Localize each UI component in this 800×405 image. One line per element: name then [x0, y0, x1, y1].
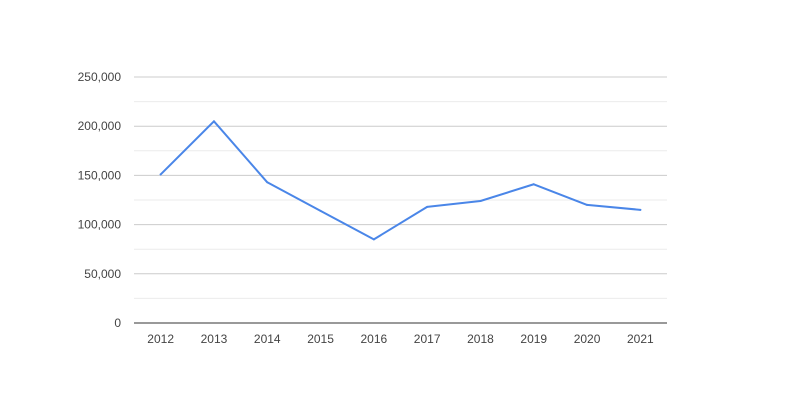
x-tick-label: 2015 [307, 332, 334, 346]
data-point [479, 199, 482, 202]
series-line [159, 120, 642, 241]
series-layer [159, 120, 642, 241]
data-point [426, 205, 429, 208]
x-tick-label: 2016 [360, 332, 387, 346]
x-tick-label: 2021 [627, 332, 654, 346]
y-tick-label: 150,000 [78, 168, 122, 182]
data-point [159, 173, 162, 176]
y-tick-label: 50,000 [84, 267, 121, 281]
x-tick-label: 2012 [147, 332, 174, 346]
x-tick-label: 2017 [414, 332, 441, 346]
x-tick-label: 2020 [574, 332, 601, 346]
x-tick-label: 2013 [201, 332, 228, 346]
x-tick-label: 2014 [254, 332, 281, 346]
y-tick-label: 200,000 [78, 119, 122, 133]
grid-layer [134, 76, 667, 299]
data-point [372, 238, 375, 241]
data-point [266, 181, 269, 184]
axis-layer: 0 50,000 100,000 150,000 200,000 250,000 2012 2… [78, 70, 667, 346]
x-tick-label: 2019 [520, 332, 547, 346]
data-point [586, 203, 589, 206]
data-point [639, 208, 642, 211]
data-point [532, 183, 535, 186]
x-tick-label: 2018 [467, 332, 494, 346]
y-tick-label: 250,000 [78, 70, 122, 84]
y-tick-label: 0 [114, 316, 121, 330]
data-point [212, 120, 215, 123]
y-tick-label: 100,000 [78, 218, 122, 232]
data-point [319, 209, 322, 212]
